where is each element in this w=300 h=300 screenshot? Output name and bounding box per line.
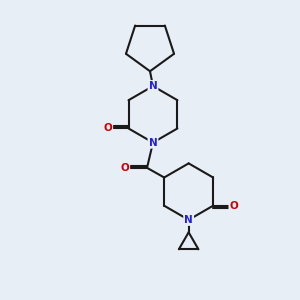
Text: O: O	[120, 163, 129, 173]
Text: N: N	[184, 215, 193, 225]
Text: N: N	[148, 81, 157, 91]
Text: O: O	[103, 124, 112, 134]
Text: N: N	[148, 138, 157, 148]
Text: O: O	[230, 201, 238, 211]
